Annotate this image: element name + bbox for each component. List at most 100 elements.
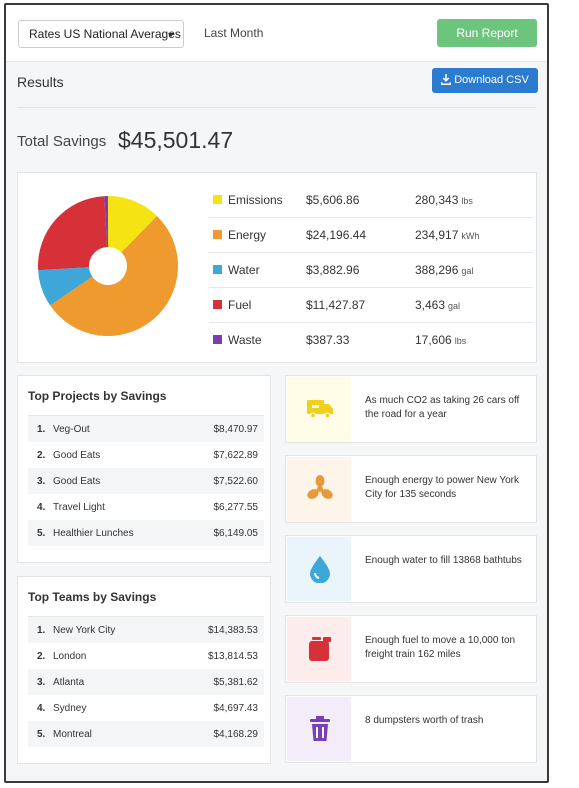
list-item[interactable]: 1. Veg-Out $8,470.97 (28, 416, 264, 442)
top-teams-card: Top Teams by Savings 1. New York City $14,… (17, 576, 271, 764)
savings-breakdown-card: Emissions $5,606.86 280,343 lbs Energy $24,19… (17, 172, 537, 363)
download-icon (441, 74, 452, 85)
list-rank: 1. (37, 424, 46, 435)
top-projects-list: 1. Veg-Out $8,470.97 2. Good Eats $7,622.89 3.… (28, 415, 264, 546)
breakdown-unit: gal (448, 301, 461, 311)
breakdown-quantity-value: 388,296 (415, 263, 459, 277)
total-savings-label: Total Savings (17, 133, 107, 150)
top-projects-title: Top Projects by Savings (28, 389, 167, 403)
list-name: Healthier Lunches (53, 528, 134, 539)
impact-text: Enough energy to power New York City for… (365, 475, 519, 500)
top-teams-list: 1. New York City $14,383.53 2. London $13,814… (28, 616, 264, 747)
list-item[interactable]: 5. Healthier Lunches $6,149.05 (28, 520, 264, 546)
list-item[interactable]: 2. Good Eats $7,622.89 (28, 442, 264, 468)
legend-swatch (213, 265, 222, 274)
download-csv-label: Download CSV (454, 74, 529, 86)
breakdown-amount: $5,606.86 (306, 193, 360, 207)
fuel-can-icon (309, 637, 331, 661)
breakdown-quantity: 388,296 gal (415, 263, 473, 277)
impact-card: Enough energy to power New York City for… (285, 455, 537, 523)
list-value: $6,149.05 (213, 528, 259, 539)
pie-slice-emissions[interactable] (108, 196, 157, 253)
pie-slice-fuel[interactable] (38, 196, 107, 271)
list-value: $7,622.89 (213, 450, 259, 461)
impact-card: Enough water to fill 13868 bathtubs (285, 535, 537, 603)
list-rank: 3. (37, 476, 46, 487)
list-value: $14,383.53 (207, 625, 258, 636)
breakdown-unit: kWh (461, 231, 480, 241)
list-item[interactable]: 3. Atlanta $5,381.62 (28, 669, 264, 695)
breakdown-quantity-value: 234,917 (415, 228, 459, 242)
list-value: $5,381.62 (213, 677, 259, 688)
list-name: Good Eats (53, 476, 101, 487)
list-rank: 5. (37, 528, 46, 539)
impact-icon-box (287, 537, 351, 601)
list-name: Veg-Out (53, 424, 90, 435)
truck-icon (307, 400, 333, 419)
breakdown-name: Energy (228, 228, 267, 242)
fan-icon (307, 475, 333, 499)
list-name: Sydney (53, 703, 87, 714)
breakdown-name: Fuel (228, 298, 252, 312)
breakdown-row-water: Water $3,882.96 388,296 gal (209, 253, 533, 288)
run-report-button[interactable]: Run Report (437, 19, 537, 47)
top-teams-title: Top Teams by Savings (28, 590, 157, 604)
breakdown-name: Emissions (228, 193, 283, 207)
list-item[interactable]: 2. London $13,814.53 (28, 643, 264, 669)
legend-swatch (213, 300, 222, 309)
list-value: $4,168.29 (213, 729, 259, 740)
list-name: Montreal (53, 729, 92, 740)
breakdown-quantity-value: 3,463 (415, 298, 446, 312)
list-value: $8,470.97 (213, 424, 259, 435)
impact-icon-box (287, 697, 351, 761)
rates-dropdown-label: Rates US National Averages (29, 27, 181, 41)
breakdown-amount: $3,882.96 (306, 263, 360, 277)
breakdown-table: Emissions $5,606.86 280,343 lbs Energy $24,19… (209, 183, 533, 357)
legend-swatch (213, 335, 222, 344)
impact-card: As much CO2 as taking 26 cars off the ro… (285, 375, 537, 443)
breakdown-quantity: 17,606 lbs (415, 333, 466, 347)
water-drop-icon (310, 556, 330, 583)
pie-slice-energy[interactable] (50, 215, 178, 336)
list-name: Atlanta (53, 677, 85, 688)
impact-text: Enough fuel to move a 10,000 ton freight… (365, 635, 516, 660)
list-rank: 5. (37, 729, 46, 740)
breakdown-row-fuel: Fuel $11,427.87 3,463 gal (209, 288, 533, 323)
total-savings-value: $45,501.47 (118, 127, 234, 153)
list-item[interactable]: 5. Montreal $4,168.29 (28, 721, 264, 747)
impact-card: 8 dumpsters worth of trash (285, 695, 537, 763)
list-item[interactable]: 3. Good Eats $7,522.60 (28, 468, 264, 494)
trash-can-icon (310, 716, 330, 741)
savings-donut-chart (38, 196, 178, 336)
impact-text: 8 dumpsters worth of trash (365, 715, 484, 726)
rates-dropdown[interactable]: Rates US National Averages (18, 20, 184, 48)
breakdown-row-emissions: Emissions $5,606.86 280,343 lbs (209, 183, 533, 218)
list-item[interactable]: 4. Travel Light $6,277.55 (28, 494, 264, 520)
impact-text: Enough water to fill 13868 bathtubs (365, 555, 522, 566)
pie-slice-waste[interactable] (104, 196, 108, 248)
breakdown-quantity-value: 280,343 (415, 193, 459, 207)
app-window: Rates US National Averages Last Month Ru… (4, 3, 549, 783)
download-csv-button[interactable]: Download CSV (432, 68, 538, 93)
list-item[interactable]: 4. Sydney $4,697.43 (28, 695, 264, 721)
legend-swatch (213, 230, 222, 239)
impact-icon-box (287, 617, 351, 681)
list-item[interactable]: 1. New York City $14,383.53 (28, 617, 264, 643)
breakdown-unit: lbs (461, 196, 473, 206)
impact-icon-box (287, 457, 351, 521)
breakdown-name: Waste (228, 333, 262, 347)
list-rank: 2. (37, 651, 46, 662)
breakdown-amount: $11,427.87 (306, 298, 366, 312)
list-value: $13,814.53 (207, 651, 258, 662)
caret-down-icon (168, 33, 174, 37)
legend-swatch (213, 195, 222, 204)
breakdown-row-waste: Waste $387.33 17,606 lbs (209, 323, 533, 357)
list-rank: 4. (37, 703, 46, 714)
breakdown-quantity-value: 17,606 (415, 333, 452, 347)
divider (17, 107, 536, 108)
top-projects-card: Top Projects by Savings 1. Veg-Out $8,470.… (17, 375, 271, 563)
breakdown-unit: gal (461, 266, 474, 276)
breakdown-quantity: 234,917 kWh (415, 228, 479, 242)
pie-slice-water[interactable] (38, 267, 93, 306)
period-label[interactable]: Last Month (204, 26, 264, 40)
